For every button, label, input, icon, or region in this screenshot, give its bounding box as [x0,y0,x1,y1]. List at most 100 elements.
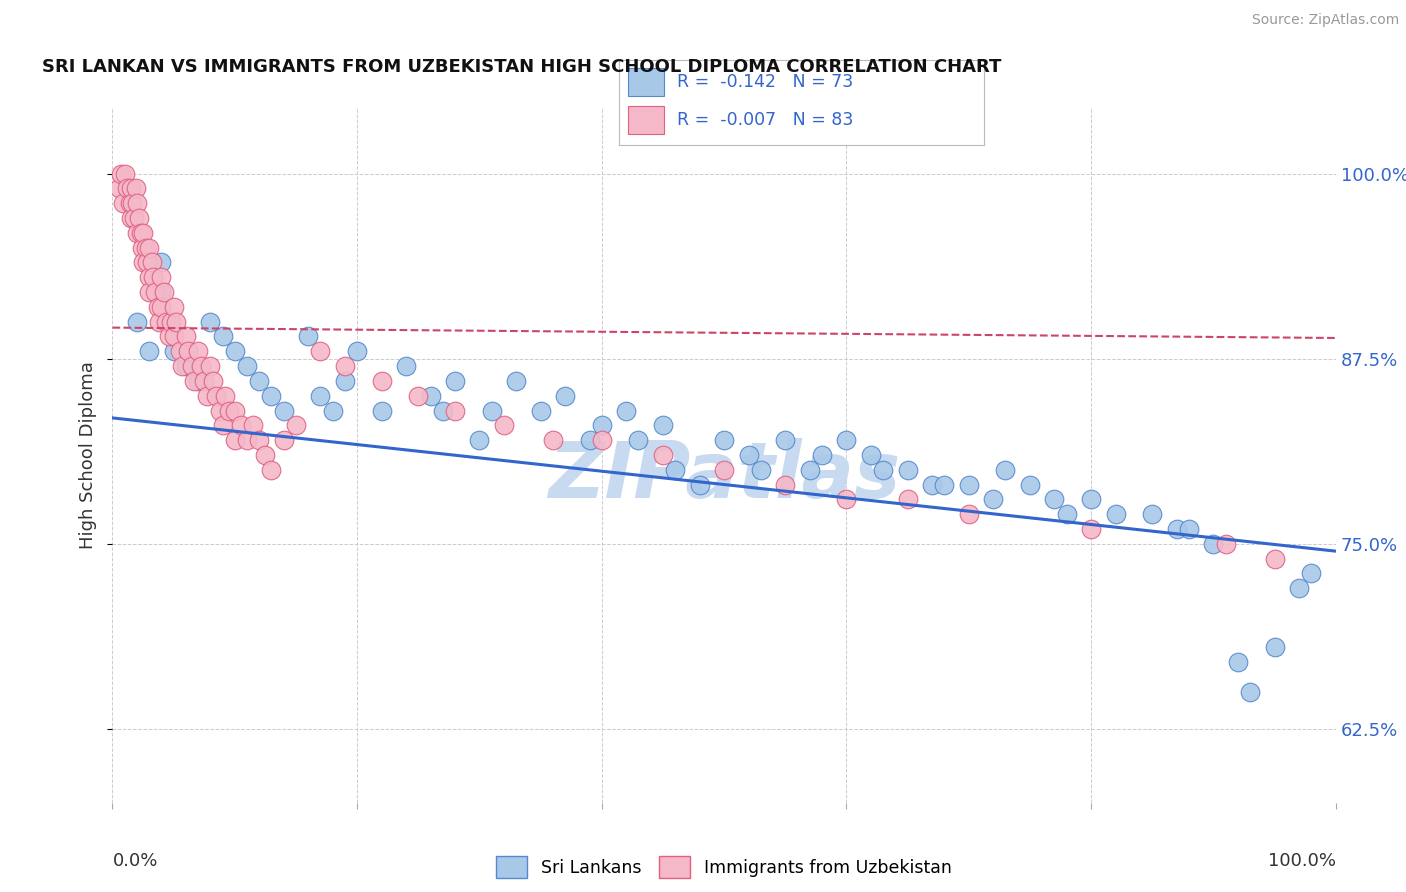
Point [121,196,143,211]
Point [835,492,858,507]
Point [125,315,148,329]
Text: 100.0%: 100.0% [1268,852,1336,870]
Point [444,403,467,417]
Point [141,255,163,269]
Point [177,344,200,359]
Point [333,374,356,388]
Point [129,226,152,240]
Point [1018,477,1040,491]
Point [934,477,956,491]
Bar [627,69,665,96]
Point [1202,537,1225,551]
Point [120,181,142,195]
Point [541,433,564,447]
Point [200,359,222,373]
Point [346,344,368,359]
Point [284,418,308,433]
Point [408,389,430,403]
Text: ZIPatlas: ZIPatlas [548,438,900,514]
Point [254,448,277,462]
Point [1239,685,1261,699]
Point [1215,537,1237,551]
Point [775,477,797,491]
Point [1142,507,1164,521]
Point [195,389,218,403]
Point [1056,507,1078,521]
Point [578,433,600,447]
Point [155,315,177,329]
Point [981,492,1004,507]
Point [492,418,515,433]
Point [627,433,650,447]
Point [591,433,613,447]
Point [165,315,187,329]
Point [236,433,259,447]
Point [125,181,148,195]
Point [200,315,222,329]
Point [897,492,920,507]
Point [260,463,283,477]
Point [150,300,173,314]
Point [125,226,148,240]
Point [138,344,160,359]
Legend: Sri Lankans, Immigrants from Uzbekistan: Sri Lankans, Immigrants from Uzbekistan [489,849,959,885]
Point [112,196,135,211]
Point [664,463,686,477]
Point [174,359,197,373]
Point [994,463,1017,477]
Point [174,329,197,343]
Point [224,403,246,417]
Point [135,255,157,269]
Point [419,389,441,403]
Point [811,448,834,462]
Point [957,507,980,521]
Point [273,433,295,447]
Point [468,433,491,447]
Point [333,359,356,373]
Point [134,241,156,255]
Point [211,418,233,433]
Point [749,463,772,477]
Point [131,241,153,255]
Point [148,315,170,329]
Point [322,403,344,417]
Point [160,315,183,329]
Text: R =  -0.142   N = 73: R = -0.142 N = 73 [678,73,853,91]
Point [713,433,735,447]
Point [163,344,186,359]
Point [187,344,209,359]
Point [395,359,418,373]
Point [183,374,205,388]
Point [370,403,392,417]
Point [115,181,138,195]
Point [1264,551,1286,566]
Point [247,374,270,388]
Point [163,300,186,314]
Point [554,389,576,403]
Point [201,374,224,388]
Point [273,403,295,417]
Y-axis label: High School Diploma: High School Diploma [79,361,97,549]
Point [125,196,148,211]
Point [297,329,319,343]
Point [150,270,173,285]
Bar [627,106,665,135]
Point [150,255,173,269]
Point [120,211,142,225]
Point [146,300,169,314]
Point [205,389,228,403]
Point [236,359,259,373]
Point [242,418,264,433]
Point [737,448,759,462]
Point [1104,507,1126,521]
Point [132,226,155,240]
Point [138,270,160,285]
Point [505,374,527,388]
Point [138,241,160,255]
Point [1301,566,1323,581]
Point [247,433,270,447]
Point [118,196,141,211]
Point [1264,640,1286,655]
Point [614,403,637,417]
Point [229,418,252,433]
